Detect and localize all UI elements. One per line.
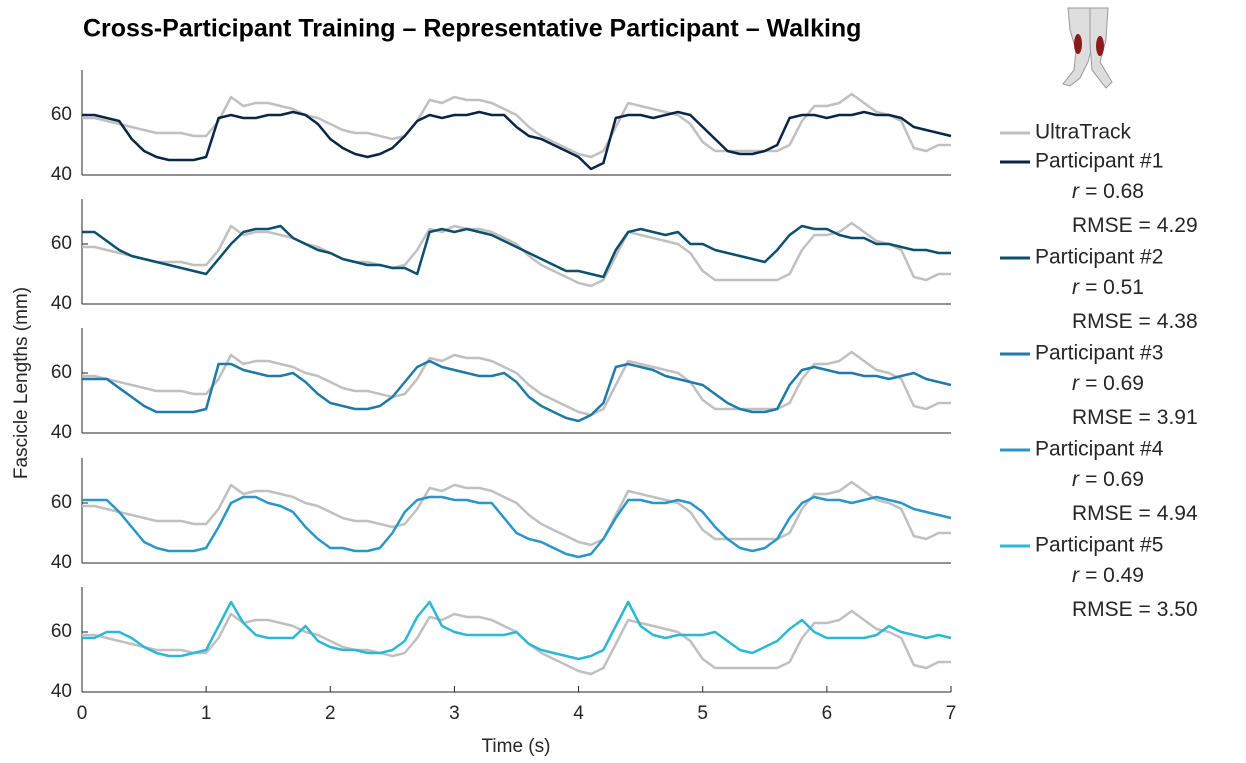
x-tick-label: 1 <box>201 703 212 724</box>
y-tick-label: 60 <box>51 492 72 513</box>
legend-stat: RMSE = 4.38 <box>1072 310 1198 333</box>
y-tick-label: 40 <box>51 293 72 314</box>
stat-label: RMSE = <box>1072 310 1151 333</box>
x-tick-label: 4 <box>573 703 584 724</box>
stat-value: 0.69 <box>1103 372 1144 395</box>
x-tick-label: 2 <box>325 703 336 724</box>
y-tick-label: 60 <box>51 104 72 125</box>
stat-label: RMSE = <box>1072 214 1151 237</box>
y-tick-label: 40 <box>51 164 72 185</box>
stat-label: RMSE = <box>1072 502 1151 525</box>
x-tick-label: 0 <box>77 703 88 724</box>
y-tick-label: 60 <box>51 233 72 254</box>
stat-label: r = <box>1072 276 1097 299</box>
y-tick-label: 40 <box>51 681 72 702</box>
y-tick-label: 60 <box>51 362 72 383</box>
legend-label: Participant #3 <box>1035 342 1163 365</box>
legend-stat: RMSE = 3.50 <box>1072 598 1198 621</box>
legend-stat: RMSE = 3.91 <box>1072 406 1198 429</box>
stat-label: r = <box>1072 468 1097 491</box>
series-line <box>82 480 951 547</box>
leg-icon <box>1062 7 1113 89</box>
series-line <box>82 600 952 661</box>
legend-stat: RMSE = 4.94 <box>1072 502 1198 525</box>
stat-value: 0.51 <box>1103 276 1144 299</box>
legend-stat: RMSE = 4.29 <box>1072 214 1198 237</box>
muscle <box>1096 36 1104 56</box>
stat-label: r = <box>1072 372 1097 395</box>
x-axis-label: Time (s) <box>482 736 551 757</box>
x-tick-label: 5 <box>697 703 708 724</box>
stat-value: 0.69 <box>1103 468 1144 491</box>
legend-label: Participant #5 <box>1035 534 1163 557</box>
legend-label: Participant #4 <box>1035 438 1164 461</box>
legend-stat: r = 0.69 <box>1072 468 1144 491</box>
y-tick-label: 40 <box>51 552 72 573</box>
legend-stat: r = 0.51 <box>1072 276 1144 299</box>
series-line <box>82 224 951 279</box>
stat-label: r = <box>1072 564 1097 587</box>
x-tick-label: 3 <box>449 703 460 724</box>
stat-label: RMSE = <box>1072 406 1151 429</box>
legend-label: Participant #2 <box>1035 246 1163 269</box>
stat-value: 0.49 <box>1103 564 1144 587</box>
series-line <box>82 110 952 171</box>
stat-value: 4.38 <box>1157 310 1198 333</box>
stat-value: 3.91 <box>1157 406 1198 429</box>
y-axis-label: Fascicle Lengths (mm) <box>11 287 32 479</box>
stat-value: 0.68 <box>1103 180 1144 203</box>
legend-label: Participant #1 <box>1035 150 1163 173</box>
stat-value: 4.29 <box>1157 214 1198 237</box>
y-tick-label: 60 <box>51 621 72 642</box>
legend-stat: r = 0.49 <box>1072 564 1144 587</box>
legend-stat: r = 0.69 <box>1072 372 1144 395</box>
y-tick-label: 40 <box>51 422 72 443</box>
stat-label: r = <box>1072 180 1097 203</box>
chart-title: Cross-Participant Training – Representat… <box>83 15 861 43</box>
stat-value: 4.94 <box>1157 502 1198 525</box>
stat-label: RMSE = <box>1072 598 1151 621</box>
legend-stat: r = 0.68 <box>1072 180 1144 203</box>
series-line <box>82 495 952 559</box>
legend-label: UltraTrack <box>1035 121 1132 144</box>
x-tick-label: 6 <box>822 703 833 724</box>
muscle <box>1074 34 1082 54</box>
stat-value: 3.50 <box>1157 598 1198 621</box>
series-line <box>82 221 951 288</box>
x-tick-label: 7 <box>946 703 957 724</box>
series-line <box>82 609 951 676</box>
series-line <box>82 359 952 423</box>
